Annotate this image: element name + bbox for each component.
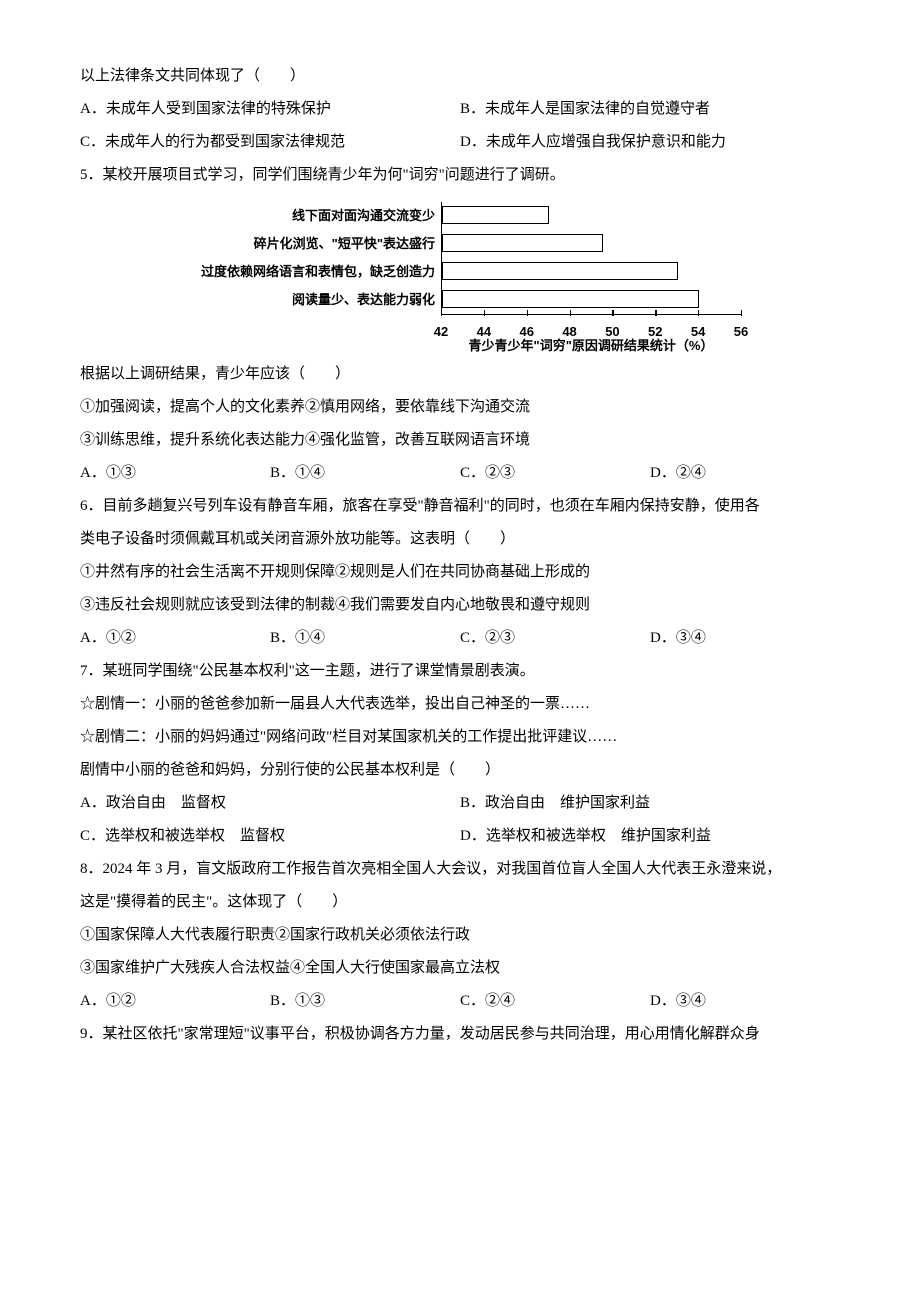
q7-opt-c: C．选举权和被选举权 监督权 [80,820,460,853]
pre-opt-c: C．未成年人的行为都受到国家法律规范 [80,126,460,159]
chart-category-label: 过度依赖网络语言和表情包，缺乏创造力 [180,258,441,287]
q6-line1: ①井然有序的社会生活离不开规则保障②规则是人们在共同协商基础上形成的 [80,556,840,589]
q8-options: A．①② B．①③ C．②④ D．③④ [80,985,840,1018]
q8-opt-d: D．③④ [650,985,840,1018]
q9-stem: 9．某社区依托"家常理短"议事平台，积极协调各方力量，发动居民参与共同治理，用心… [80,1018,840,1051]
q5-opt-c: C．②③ [460,457,650,490]
survey-chart: 线下面对面沟通交流变少碎片化浏览、"短平快"表达盛行过度依赖网络语言和表情包，缺… [180,202,740,348]
q8-stem2: 这是"摸得着的民主"。这体现了（ ） [80,886,840,919]
q5-opt-d: D．②④ [650,457,840,490]
chart-tick-label: 56 [734,318,748,347]
q7-s1: ☆剧情一：小丽的爸爸参加新一届县人大代表选举，投出自己神圣的一票…… [80,688,840,721]
q8-line2: ③国家维护广大残疾人合法权益④全国人大行使国家最高立法权 [80,952,840,985]
q7-ask: 剧情中小丽的爸爸和妈妈，分别行使的公民基本权利是（ ） [80,754,840,787]
q7-opt-a: A．政治自由 监督权 [80,787,460,820]
chart-bar-area [441,202,740,230]
q7-opt-d: D．选举权和被选举权 维护国家利益 [460,820,840,853]
chart-category-label: 碎片化浏览、"短平快"表达盛行 [180,230,441,259]
q6-opt-b: B．①④ [270,622,460,655]
chart-row: 线下面对面沟通交流变少 [180,202,740,230]
chart-bar [442,290,699,308]
q8-stem1: 8．2024 年 3 月，盲文版政府工作报告首次亮相全国人大会议，对我国首位盲人… [80,853,840,886]
q6-stem1: 6．目前多趟复兴号列车设有静音车厢，旅客在享受"静音福利"的同时，也须在车厢内保… [80,490,840,523]
chart-category-label: 阅读量少、表达能力弱化 [180,286,441,315]
q5-line2: ③训练思维，提升系统化表达能力④强化监管，改善互联网语言环境 [80,424,840,457]
pre-options-row2: C．未成年人的行为都受到国家法律规范 D．未成年人应增强自我保护意识和能力 [80,126,840,159]
q6-line2: ③违反社会规则就应该受到法律的制裁④我们需要发自内心地敬畏和遵守规则 [80,589,840,622]
q5-line1: ①加强阅读，提高个人的文化素养②慎用网络，要依靠线下沟通交流 [80,391,840,424]
q6-options: A．①② B．①④ C．②③ D．③④ [80,622,840,655]
chart-bar-area [441,230,740,258]
q8-opt-b: B．①③ [270,985,460,1018]
q6-opt-a: A．①② [80,622,270,655]
q5-stem: 5．某校开展项目式学习，同学们围绕青少年为何"词穷"问题进行了调研。 [80,159,840,192]
chart-row: 过度依赖网络语言和表情包，缺乏创造力 [180,258,740,286]
q7-opt-b: B．政治自由 维护国家利益 [460,787,840,820]
q6-opt-d: D．③④ [650,622,840,655]
chart-bar [442,206,549,224]
chart-tick-label: 42 [434,318,448,347]
chart-bar [442,234,603,252]
chart-row: 碎片化浏览、"短平快"表达盛行 [180,230,740,258]
pre-opt-d: D．未成年人应增强自我保护意识和能力 [460,126,840,159]
intro-line: 以上法律条文共同体现了（ ） [80,60,840,93]
pre-options-row1: A．未成年人受到国家法律的特殊保护 B．未成年人是国家法律的自觉遵守者 [80,93,840,126]
q6-opt-c: C．②③ [460,622,650,655]
q5-opt-b: B．①④ [270,457,460,490]
chart-bar-area [441,286,740,314]
q5-after: 根据以上调研结果，青少年应该（ ） [80,358,840,391]
q8-opt-c: C．②④ [460,985,650,1018]
pre-opt-b: B．未成年人是国家法律的自觉遵守者 [460,93,840,126]
q8-line1: ①国家保障人大代表履行职责②国家行政机关必须依法行政 [80,919,840,952]
q7-options-row2: C．选举权和被选举权 监督权 D．选举权和被选举权 维护国家利益 [80,820,840,853]
q6-stem2: 类电子设备时须佩戴耳机或关闭音源外放功能等。这表明（ ） [80,523,840,556]
chart-bar [442,262,678,280]
q7-s2: ☆剧情二：小丽的妈妈通过"网络问政"栏目对某国家机关的工作提出批评建议…… [80,721,840,754]
chart-title: 青少青少年"词穷"原因调研结果统计（%） [469,332,714,361]
q7-stem: 7．某班同学围绕"公民基本权利"这一主题，进行了课堂情景剧表演。 [80,655,840,688]
q7-options-row1: A．政治自由 监督权 B．政治自由 维护国家利益 [80,787,840,820]
q8-opt-a: A．①② [80,985,270,1018]
chart-category-label: 线下面对面沟通交流变少 [180,202,441,231]
pre-opt-a: A．未成年人受到国家法律的特殊保护 [80,93,460,126]
q5-options: A．①③ B．①④ C．②③ D．②④ [80,457,840,490]
q5-opt-a: A．①③ [80,457,270,490]
chart-x-axis: 4244464850525456青少青少年"词穷"原因调研结果统计（%） [441,314,741,348]
chart-bar-area [441,258,740,286]
